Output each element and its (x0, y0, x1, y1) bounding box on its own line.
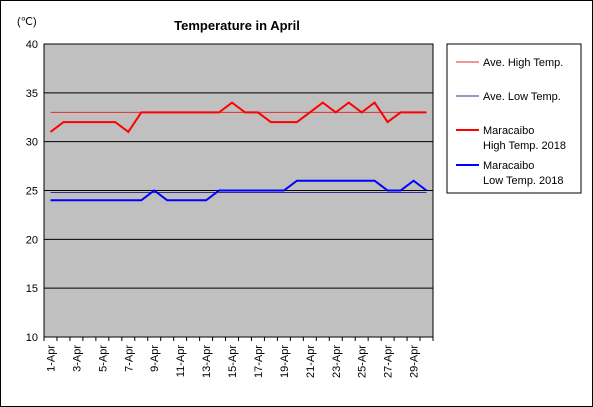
series-line-3 (49, 101, 427, 134)
y-tick-label: 15 (26, 283, 38, 295)
legend-label-2: Ave. Low Temp. (483, 91, 561, 103)
y-tick-label: 25 (26, 186, 38, 198)
y-tick-label: 30 (26, 137, 38, 149)
legend-label-1: Ave. High Temp. (483, 57, 563, 69)
x-tick-label: 27-Apr (383, 345, 395, 378)
x-tick-label: 21-Apr (305, 345, 317, 378)
x-tick-label: 5-Apr (97, 345, 109, 372)
x-tick-label: 29-Apr (409, 345, 421, 378)
chart-title: Temperature in April (174, 18, 300, 33)
x-tick-label: 1-Apr (45, 345, 57, 372)
x-tick-label: 9-Apr (149, 345, 161, 372)
legend-label-4: Maracaibo Low Temp. 2018 (483, 160, 564, 187)
y-tick-label: 20 (26, 234, 38, 246)
legend-box (446, 43, 582, 194)
y-tick-label: 40 (26, 39, 38, 51)
x-tick-label: 7-Apr (123, 345, 135, 372)
x-tick-label: 13-Apr (201, 345, 213, 378)
x-tick-label: 19-Apr (279, 345, 291, 378)
x-tick-label: 23-Apr (331, 345, 343, 378)
x-tick-label: 3-Apr (71, 345, 83, 372)
y-tick-label: 10 (26, 332, 38, 344)
x-tick-label: 25-Apr (357, 345, 369, 378)
legend-label-3: Maracaibo High Temp. 2018 (483, 125, 566, 152)
y-tick-label: 35 (26, 88, 38, 100)
unit-label: (℃) (17, 16, 37, 28)
series-line-4 (50, 179, 428, 202)
x-tick-label: 17-Apr (253, 345, 265, 378)
x-tick-label: 11-Apr (175, 345, 187, 378)
x-tick-label: 15-Apr (227, 345, 239, 378)
